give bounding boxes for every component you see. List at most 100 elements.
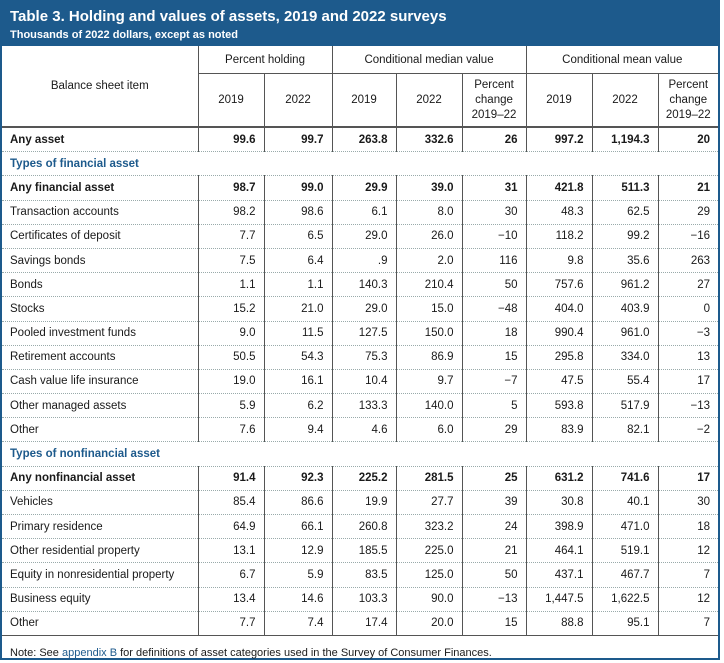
table-cell: 48.3 — [525, 200, 593, 225]
table-cell: 99.0 — [263, 175, 333, 201]
table-cell: 20.0 — [395, 611, 463, 636]
appendix-link[interactable]: appendix B — [61, 646, 118, 659]
table-cell: 517.9 — [591, 393, 659, 419]
table-cell: −2 — [657, 417, 719, 443]
table-cell: 15 — [461, 345, 527, 370]
row-label: Cash value life insurance — [2, 369, 198, 395]
table-cell: 27 — [657, 272, 719, 298]
table-row: Other 7.7 7.4 17.4 20.0 15 88.8 95.1 7 — [2, 611, 719, 636]
row-label: Retirement accounts — [2, 345, 198, 370]
table-cell: 29 — [461, 417, 527, 443]
table-row: Savings bonds 7.5 6.4.9 2.0 116 9.8 35.6 263 — [2, 248, 719, 274]
table-cell: 9.4 — [263, 417, 333, 443]
header-subcol: 2019 — [197, 73, 264, 128]
table-cell: 4.6 — [331, 417, 397, 443]
table-cell: 133.3 — [331, 393, 397, 419]
header-group-mean: Conditional mean value — [525, 46, 719, 74]
table-cell: 140.3 — [331, 272, 397, 298]
table-cell: 741.6 — [591, 466, 659, 491]
table-body: Any asset 99.6 99.7 263.8 332.6 26 997.2 1,194.… — [2, 127, 719, 636]
table-cell: 6.0 — [395, 417, 463, 443]
row-label: Other — [2, 611, 198, 636]
table-cell: 281.5 — [395, 466, 463, 491]
table-row: Pooled investment funds 9.0 11.5 127.5 150.0… — [2, 321, 719, 346]
table-row: Any financial asset 98.7 99.0 29.9 39.0 31 421… — [2, 175, 719, 201]
table-cell: 421.8 — [525, 175, 593, 201]
table-row: Other residential property 13.1 12.9 185.5 2… — [2, 538, 719, 564]
table-cell: 519.1 — [591, 538, 659, 564]
table-row: Retirement accounts 50.5 54.3 75.3 86.9 15 295… — [2, 345, 719, 370]
table-header: Balance sheet item Percent holding Condi… — [2, 46, 719, 128]
table-cell: 86.6 — [263, 490, 333, 516]
table-cell: 116 — [461, 248, 527, 274]
table-cell: 85.4 — [197, 490, 264, 516]
row-label: Equity in nonresidential property — [2, 562, 198, 588]
table-cell: 20 — [657, 127, 719, 153]
table-cell: 263.8 — [331, 127, 397, 153]
table-cell: 6.5 — [263, 224, 333, 249]
row-label: Vehicles — [2, 490, 198, 516]
table-cell: 24 — [461, 514, 527, 540]
table-cell: 25 — [461, 466, 527, 491]
table-subtitle: Thousands of 2022 dollars, except as not… — [10, 29, 239, 41]
table-cell: 64.9 — [197, 514, 264, 540]
table-cell: 30.8 — [525, 490, 593, 516]
table-cell: 29.0 — [331, 296, 397, 322]
row-label: Any asset — [2, 127, 198, 153]
table-cell: 5.9 — [197, 393, 264, 419]
table-cell: 961.2 — [591, 272, 659, 298]
table-cell: 11.5 — [263, 321, 333, 346]
table-cell: 464.1 — [525, 538, 593, 564]
table-cell: 99.6 — [197, 127, 264, 153]
table-cell: 29 — [657, 200, 719, 225]
table-cell: 35.6 — [591, 248, 659, 274]
table-cell: 1.1 — [263, 272, 333, 298]
table-cell: 92.3 — [263, 466, 333, 491]
table-cell: 125.0 — [395, 562, 463, 588]
table-cell: 98.2 — [197, 200, 264, 225]
header-subcol: 2022 — [395, 73, 463, 128]
table-cell: 13.4 — [197, 587, 264, 612]
table-cell: 997.2 — [525, 127, 593, 153]
table-cell: 631.2 — [525, 466, 593, 491]
note-suffix: for definitions of asset categories used… — [117, 646, 492, 659]
table-cell: 26 — [461, 127, 527, 153]
table-cell: 6.1 — [331, 200, 397, 225]
table-cell: 83.5 — [331, 562, 397, 588]
table-cell: 990.4 — [525, 321, 593, 346]
table-cell: 118.2 — [525, 224, 593, 249]
table-cell: 82.1 — [591, 417, 659, 443]
table-cell: 295.8 — [525, 345, 593, 370]
table-cell: 12 — [657, 587, 719, 612]
note-prefix: Note: See — [10, 646, 62, 659]
section-label: Types of financial asset — [2, 151, 719, 177]
header-subcol: 2022 — [263, 73, 333, 128]
assets-table: Balance sheet item Percent holding Condi… — [2, 46, 719, 636]
table-cell: 50 — [461, 272, 527, 298]
footnote: Note: See appendix B for definitions of … — [2, 636, 718, 659]
table-cell: 127.5 — [331, 321, 397, 346]
table-row: Primary residence 64.9 66.1 260.8 323.2 24 398… — [2, 514, 719, 540]
table-cell: 6.4 — [263, 248, 333, 274]
table-cell: 40.1 — [591, 490, 659, 516]
header-subcol: 2022 — [591, 73, 659, 128]
table-cell: 98.6 — [263, 200, 333, 225]
table-cell: 5.9 — [263, 562, 333, 588]
table-cell: 260.8 — [331, 514, 397, 540]
table-cell: 1,447.5 — [525, 587, 593, 612]
header-subcol: Percent change 2019–22 — [461, 73, 527, 128]
table-cell: 398.9 — [525, 514, 593, 540]
table-cell: −3 — [657, 321, 719, 346]
table-cell: 19.0 — [197, 369, 264, 395]
table-cell: 47.5 — [525, 369, 593, 395]
table-cell: 0 — [657, 296, 719, 322]
table-cell: 150.0 — [395, 321, 463, 346]
table-cell: 15.2 — [197, 296, 264, 322]
table-row: Other managed assets 5.9 6.2 133.3 140.0 5 593… — [2, 393, 719, 419]
header-item: Balance sheet item — [2, 46, 198, 128]
table-cell: −16 — [657, 224, 719, 249]
table-cell: 140.0 — [395, 393, 463, 419]
table-row: Transaction accounts 98.2 98.6 6.1 8.0 30 48.3… — [2, 200, 719, 225]
table-cell: 13.1 — [197, 538, 264, 564]
row-label: Transaction accounts — [2, 200, 198, 225]
